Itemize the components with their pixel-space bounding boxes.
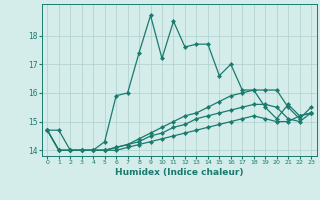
X-axis label: Humidex (Indice chaleur): Humidex (Indice chaleur) bbox=[115, 168, 244, 177]
